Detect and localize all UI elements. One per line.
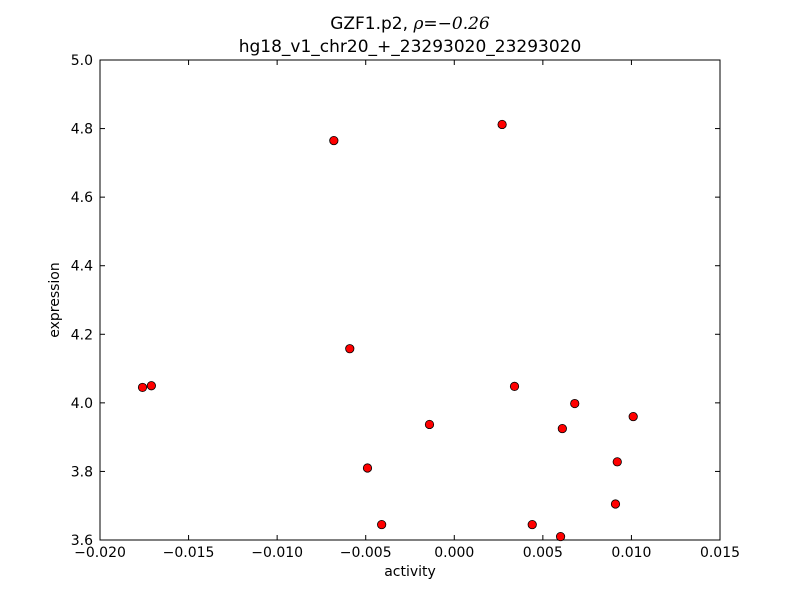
x-axis-label: activity bbox=[384, 564, 436, 580]
y-tick-label: 4.0 bbox=[71, 396, 93, 412]
data-point bbox=[424, 419, 435, 430]
y-tick-label: 4.2 bbox=[71, 327, 93, 343]
data-point bbox=[362, 463, 373, 473]
y-tick-label: 4.8 bbox=[71, 122, 93, 138]
data-point bbox=[377, 519, 387, 530]
y-tick-label: 4.6 bbox=[71, 190, 93, 206]
y-axis-label: expression bbox=[47, 262, 63, 338]
chart-subtitle: hg18_v1_chr20_+_23293020_23293020 bbox=[239, 37, 582, 57]
data-point bbox=[570, 398, 580, 409]
data-point bbox=[612, 457, 622, 467]
data-point bbox=[137, 382, 148, 393]
chart-title: GZF1.p2, ρ=−0.26 bbox=[330, 14, 490, 34]
data-point bbox=[497, 119, 507, 130]
data-point bbox=[527, 519, 537, 530]
data-point bbox=[146, 381, 156, 391]
x-tick-label: −0.010 bbox=[251, 545, 303, 561]
data-point bbox=[557, 423, 567, 434]
x-ticks: −0.020 −0.015 −0.010 −0.005 0.000 0.005 0.010 0… bbox=[74, 60, 740, 561]
data-point bbox=[345, 344, 355, 354]
x-tick-label: 0.000 bbox=[434, 545, 474, 561]
data-point bbox=[610, 499, 621, 509]
y-tick-label: 3.8 bbox=[71, 464, 93, 480]
y-tick-label: 5.0 bbox=[71, 53, 93, 69]
chart-title-name: GZF1.p2, bbox=[330, 14, 413, 34]
plot-area: −0.020 −0.015 −0.010 −0.005 0.000 0.005 0.010 0… bbox=[71, 53, 740, 561]
x-tick-label: 0.010 bbox=[611, 545, 651, 561]
chart-title-stat: ρ=−0.26 bbox=[412, 14, 490, 34]
data-point bbox=[329, 135, 339, 146]
x-tick-label: −0.015 bbox=[163, 545, 215, 561]
data-point bbox=[628, 411, 638, 422]
y-tick-label: 4.4 bbox=[71, 259, 93, 275]
x-tick-label: 0.005 bbox=[523, 545, 563, 561]
data-point bbox=[555, 531, 566, 542]
y-tick-label: 3.6 bbox=[71, 533, 93, 549]
data-point bbox=[509, 381, 520, 391]
x-tick-label: −0.005 bbox=[340, 545, 392, 561]
axes-frame bbox=[99, 59, 721, 541]
x-tick-label: 0.015 bbox=[700, 545, 740, 561]
y-ticks: 3.6 3.8 4.0 4.2 4.4 4.6 4.8 5.0 bbox=[71, 53, 720, 549]
x-tick-label: −0.020 bbox=[74, 545, 126, 561]
data-points bbox=[137, 119, 638, 542]
